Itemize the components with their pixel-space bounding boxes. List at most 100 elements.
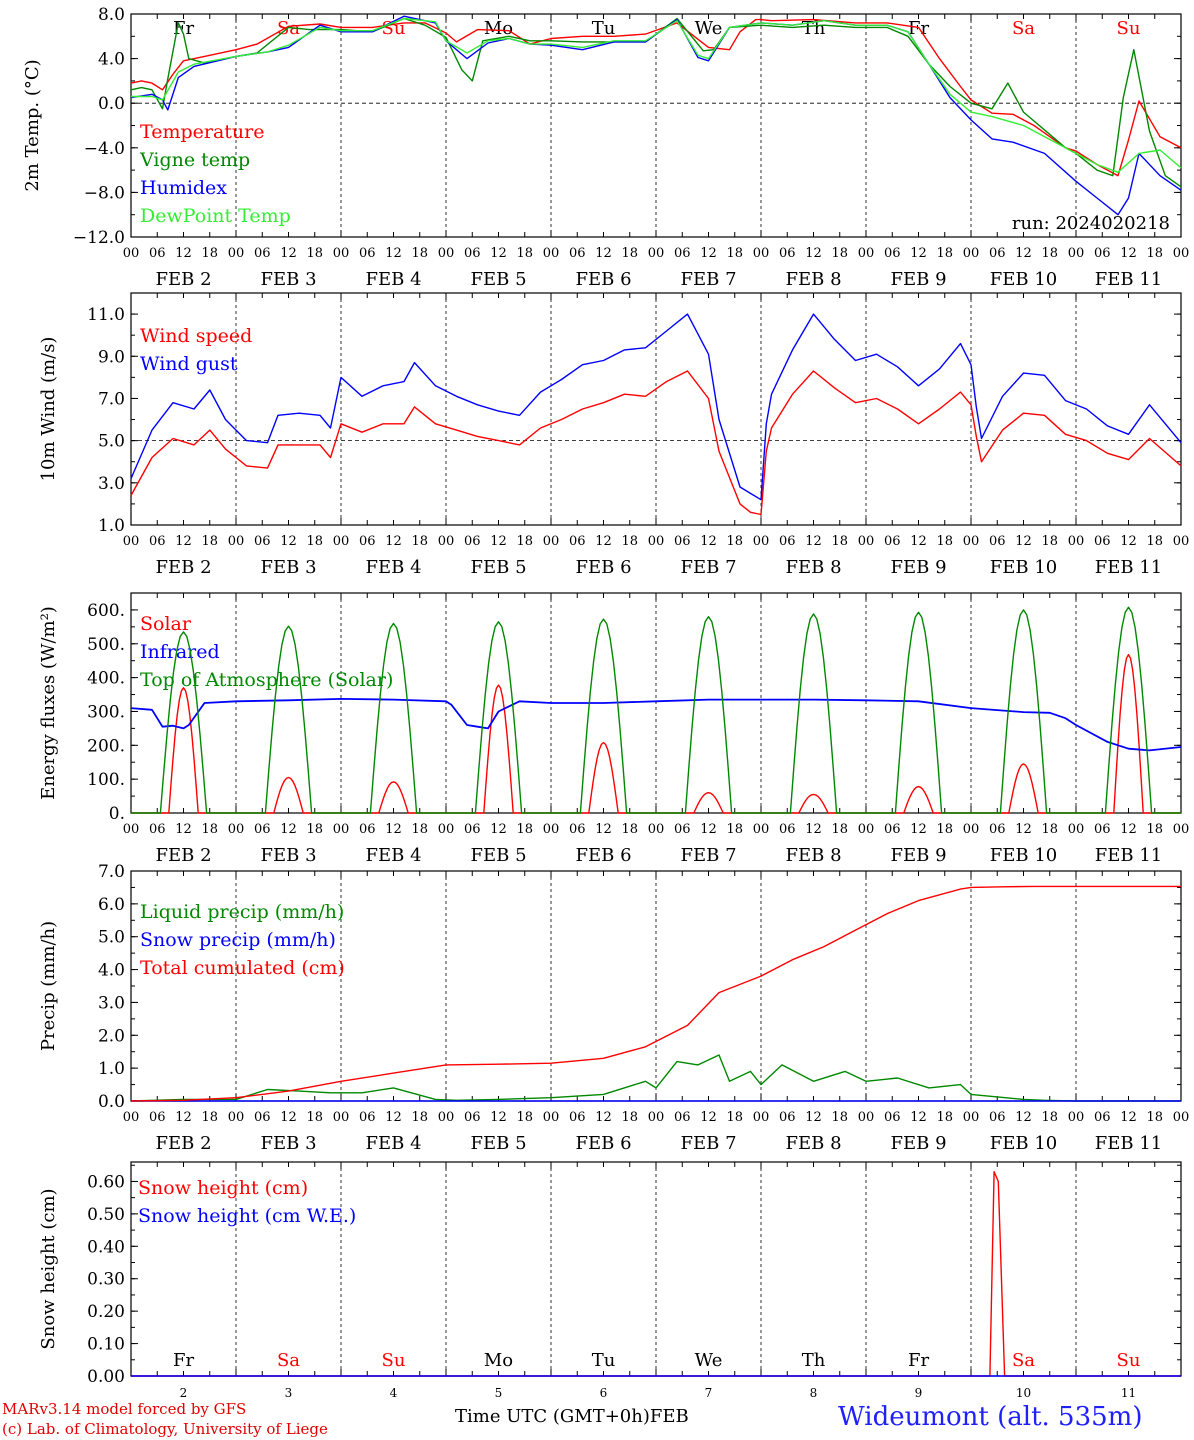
x-date-label: FEB 4	[365, 269, 421, 290]
legend-entry: Infrared	[140, 641, 220, 663]
y-tick-label: −4.0	[84, 139, 125, 159]
x-hour-label: 18	[1146, 822, 1163, 837]
x-hour-label: 00	[123, 1110, 140, 1125]
y-tick-label: 500.	[87, 635, 125, 655]
y-tick-label: 7.0	[98, 862, 125, 882]
weekday-label: Mo	[484, 1350, 513, 1371]
weekday-label: Sa	[1012, 18, 1035, 39]
x-hour-label: 18	[1041, 822, 1058, 837]
x-hour-label: 12	[700, 246, 717, 261]
x-date-label: FEB 11	[1095, 845, 1162, 866]
x-hour-label: 00	[543, 534, 560, 549]
x-hour-label: 06	[254, 534, 271, 549]
x-date-label: FEB 7	[680, 557, 736, 578]
legend-entry: Top of Atmosphere (Solar)	[140, 669, 393, 691]
x-hour-label: 00	[858, 822, 875, 837]
x-hour-label: 12	[1120, 534, 1137, 549]
x-date-label: FEB 9	[890, 557, 946, 578]
x-hour-label: 06	[674, 534, 691, 549]
x-hour-label: 06	[464, 822, 481, 837]
x-hour-label: 18	[831, 246, 848, 261]
x-hour-label: 00	[858, 534, 875, 549]
x-hour-label: 06	[464, 1110, 481, 1125]
x-day-number: 3	[285, 1386, 293, 1400]
x-hour-label: 00	[858, 246, 875, 261]
x-hour-label: 18	[1041, 246, 1058, 261]
x-hour-label: 18	[201, 534, 218, 549]
weekday-label: Su	[382, 1350, 406, 1371]
x-hour-label: 00	[1068, 246, 1085, 261]
x-hour-label: 12	[700, 534, 717, 549]
legend-entry: Wind gust	[140, 353, 238, 375]
y-tick-label: 2.0	[98, 1026, 125, 1046]
y-tick-label: 0.50	[87, 1205, 125, 1225]
x-hour-label: 12	[385, 1110, 402, 1125]
y-tick-label: 0.60	[87, 1172, 125, 1192]
x-hour-label: 00	[963, 534, 980, 549]
x-hour-label: 18	[726, 822, 743, 837]
x-hour-label: 00	[963, 822, 980, 837]
legend-entry: Snow precip (mm/h)	[140, 929, 336, 951]
x-hour-label: 06	[1094, 534, 1111, 549]
y-tick-label: 200.	[87, 736, 125, 756]
weekday-label: Sa	[277, 18, 300, 39]
x-hour-label: 00	[1068, 1110, 1085, 1125]
x-hour-label: 12	[805, 1110, 822, 1125]
x-hour-label: 12	[910, 1110, 927, 1125]
x-hour-label: 18	[621, 1110, 638, 1125]
model-credit: MARv3.14 model forced by GFS	[2, 1400, 247, 1418]
x-date-label: FEB 2	[155, 557, 211, 578]
x-hour-label: 12	[910, 822, 927, 837]
x-hour-label: 18	[201, 1110, 218, 1125]
x-date-label: FEB 8	[785, 1133, 841, 1154]
x-hour-label: 00	[543, 1110, 560, 1125]
x-hour-label: 12	[805, 822, 822, 837]
x-hour-label: 12	[910, 534, 927, 549]
x-date-label: FEB 4	[365, 845, 421, 866]
y-tick-label: 0.10	[87, 1335, 125, 1355]
panel-4: 7.0 6.0 5.0 4.0 3.0 2.0 1.0 0.0 Precip (mm/h) 00 0…	[38, 862, 1189, 1154]
lab-credit: (c) Lab. of Climatology, University of L…	[2, 1420, 328, 1438]
x-date-label: FEB 8	[785, 557, 841, 578]
x-hour-label: 00	[228, 822, 245, 837]
x-hour-label: 12	[1015, 1110, 1032, 1125]
y-tick-label: 9.0	[98, 347, 125, 367]
x-hour-label: 00	[123, 534, 140, 549]
x-hour-label: 06	[359, 246, 376, 261]
legend-entry: Total cumulated (cm)	[140, 957, 345, 979]
x-hour-label: 12	[1120, 1110, 1137, 1125]
x-day-number: 8	[810, 1386, 818, 1400]
y-tick-label: 1.0	[98, 1059, 125, 1079]
legend-entry: Snow height (cm)	[138, 1177, 308, 1199]
x-date-label: FEB 7	[680, 845, 736, 866]
x-hour-label: 06	[884, 1110, 901, 1125]
x-date-label: FEB 8	[785, 845, 841, 866]
x-date-label: FEB 5	[470, 845, 526, 866]
legend-entry: Wind speed	[140, 325, 252, 347]
y-tick-label: 0.0	[98, 94, 125, 114]
y-tick-label: 400.	[87, 669, 125, 689]
weekday-label: Sa	[277, 1350, 300, 1371]
series-line-liquid-precip-mm-h	[130, 1054, 1181, 1102]
y-tick-label: 300.	[87, 702, 125, 722]
x-hour-label: 12	[700, 822, 717, 837]
x-hour-label: 00	[333, 534, 350, 549]
x-hour-label: 12	[280, 822, 297, 837]
weekday-label: Fr	[173, 1350, 194, 1371]
x-date-label: FEB 3	[260, 1133, 316, 1154]
x-hour-label: 00	[1068, 822, 1085, 837]
x-hour-label: 18	[1146, 1110, 1163, 1125]
x-hour-label: 12	[1120, 246, 1137, 261]
x-hour-label: 06	[149, 822, 166, 837]
x-hour-label: 00	[228, 1110, 245, 1125]
x-date-label: FEB 11	[1095, 269, 1162, 290]
x-day-number: 4	[390, 1386, 398, 1400]
x-date-label: FEB 7	[680, 1133, 736, 1154]
series-line-snow-height-cm	[131, 1170, 1181, 1377]
x-hour-label: 00	[963, 246, 980, 261]
x-hour-label: 18	[936, 1110, 953, 1125]
y-tick-label: 3.0	[98, 474, 125, 494]
x-day-number: 9	[915, 1386, 923, 1400]
x-hour-label: 06	[254, 1110, 271, 1125]
x-hour-label: 18	[411, 534, 428, 549]
